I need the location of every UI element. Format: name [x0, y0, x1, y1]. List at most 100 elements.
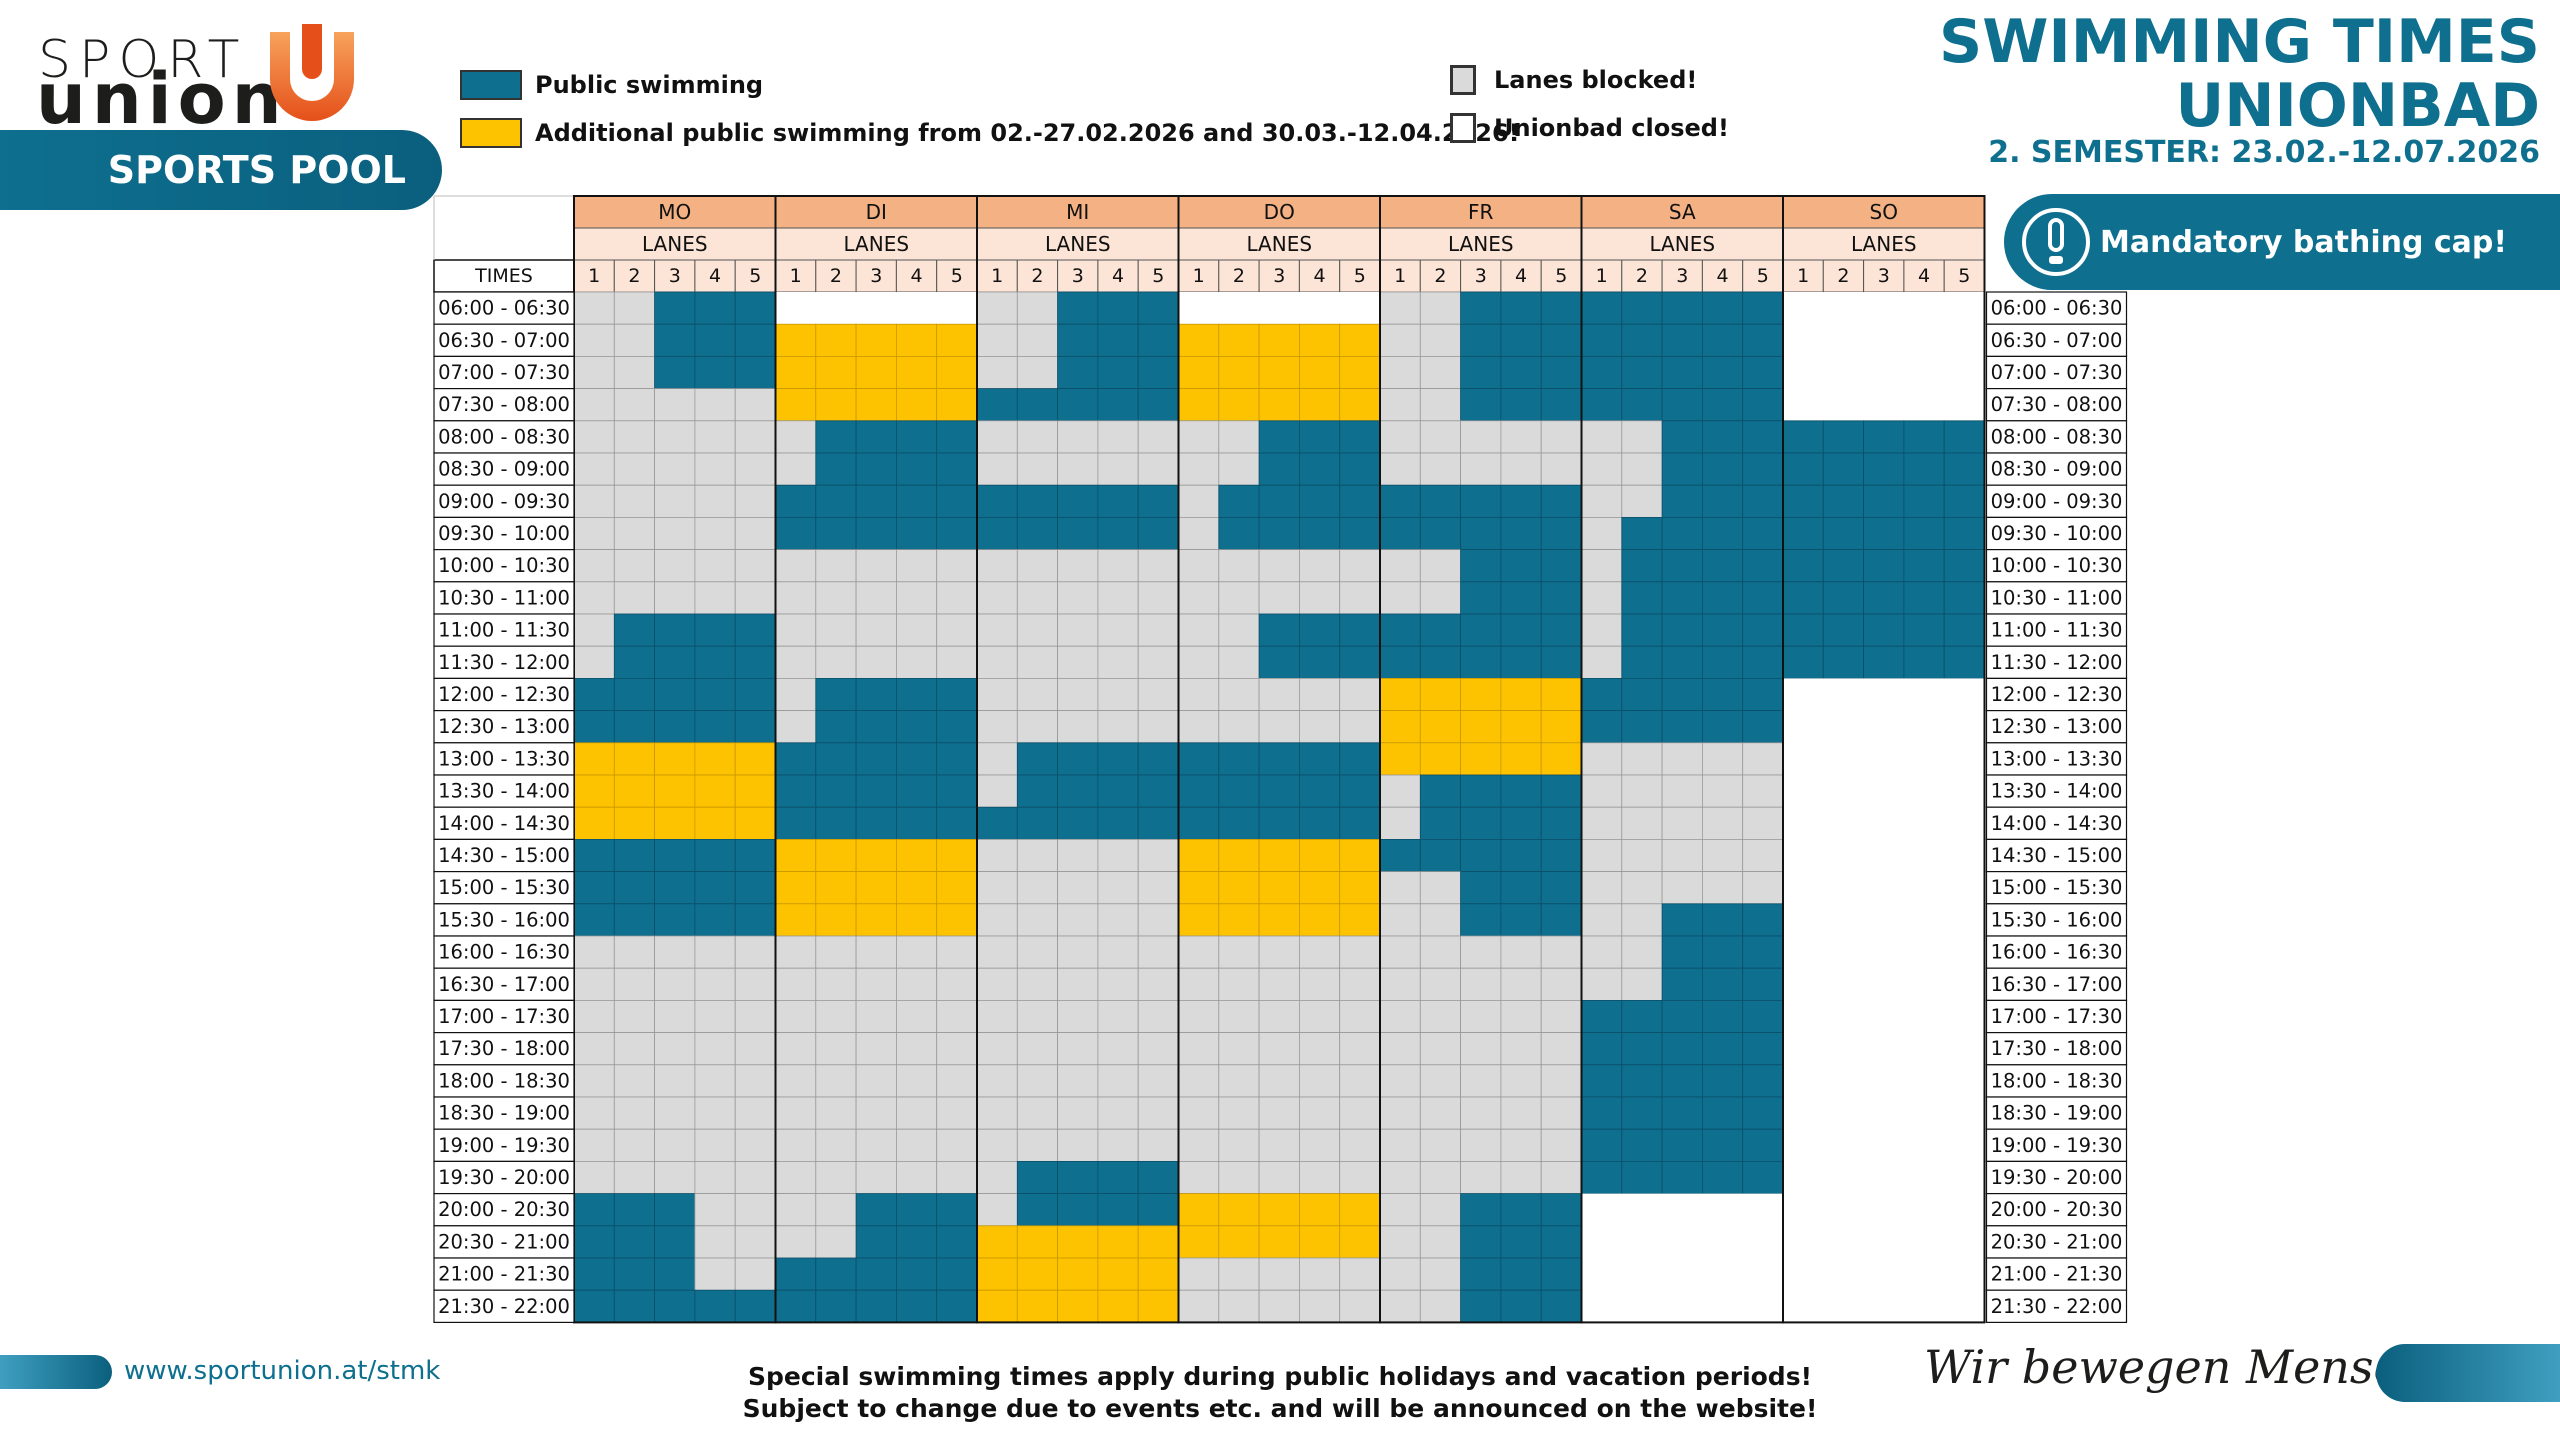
time-label-right: 20:00 - 20:30 — [1991, 1198, 2123, 1221]
slot-di-25-lane-2 — [815, 1096, 857, 1130]
slot-fr-10-lane-4 — [1500, 613, 1542, 647]
slot-di-22-lane-1 — [775, 1000, 817, 1034]
slot-di-26-lane-3 — [855, 1128, 897, 1162]
slot-mi-15-lane-5 — [1137, 774, 1179, 808]
slot-so-2-lane-3 — [1863, 356, 1904, 389]
slot-do-8-lane-3 — [1258, 549, 1300, 583]
slot-fr-24-lane-3 — [1460, 1064, 1502, 1098]
slot-do-19-lane-1 — [1178, 903, 1220, 937]
slot-mi-4-lane-4 — [1097, 420, 1139, 454]
slot-mi-19-lane-3 — [1057, 903, 1099, 937]
slot-so-5-lane-4 — [1903, 452, 1945, 486]
slot-mo-1-lane-4 — [694, 323, 736, 357]
slot-do-1-lane-4 — [1299, 323, 1341, 357]
slot-fr-15-lane-1 — [1379, 774, 1421, 808]
slot-mo-26-lane-1 — [573, 1128, 615, 1162]
slot-mi-21-lane-2 — [1016, 967, 1058, 1001]
slot-mo-6-lane-5 — [734, 484, 776, 518]
slot-di-19-lane-5 — [936, 903, 978, 937]
time-label-right: 17:00 - 17:30 — [1991, 1005, 2123, 1028]
slot-do-9-lane-5 — [1339, 581, 1381, 615]
slot-mi-28-lane-5 — [1137, 1193, 1179, 1227]
slot-sa-21-lane-3 — [1661, 967, 1703, 1001]
slot-fr-19-lane-1 — [1379, 903, 1421, 937]
slot-sa-22-lane-5 — [1742, 1000, 1784, 1034]
slot-di-26-lane-5 — [936, 1128, 978, 1162]
slot-di-2-lane-1 — [775, 355, 817, 389]
slot-mo-21-lane-4 — [694, 967, 736, 1001]
slot-di-6-lane-3 — [855, 484, 897, 518]
slot-do-6-lane-4 — [1299, 484, 1341, 518]
lane-number-cell — [1701, 259, 1744, 293]
slot-fr-0-lane-3 — [1460, 291, 1502, 325]
slot-mo-30-lane-2 — [613, 1257, 655, 1291]
slot-do-0-lane-2 — [1218, 292, 1260, 325]
time-cell-left — [433, 1031, 575, 1066]
time-label-right: 13:30 - 14:00 — [1991, 780, 2123, 803]
slot-do-28-lane-1 — [1178, 1193, 1220, 1227]
slot-mi-26-lane-1 — [976, 1128, 1018, 1162]
slot-mo-10-lane-4 — [694, 613, 736, 647]
slot-di-3-lane-5 — [936, 388, 978, 422]
time-cell-left — [433, 355, 575, 390]
slot-sa-16-lane-5 — [1742, 806, 1784, 840]
slot-di-18-lane-5 — [936, 871, 978, 905]
time-label-left: 14:00 - 14:30 — [438, 812, 570, 835]
slot-fr-10-lane-2 — [1419, 613, 1462, 647]
slot-di-4-lane-5 — [936, 420, 978, 454]
slot-fr-16-lane-5 — [1540, 806, 1582, 840]
slot-do-26-lane-4 — [1299, 1128, 1341, 1162]
slot-mi-29-lane-3 — [1057, 1225, 1099, 1259]
slot-di-16-lane-2 — [815, 806, 857, 840]
time-label-right: 09:00 - 09:30 — [1991, 490, 2123, 513]
slot-fr-26-lane-1 — [1379, 1128, 1421, 1162]
slot-fr-18-lane-2 — [1419, 871, 1462, 905]
time-cell-left — [433, 645, 575, 680]
slot-sa-11-lane-3 — [1661, 645, 1703, 679]
slot-mo-26-lane-5 — [734, 1128, 776, 1162]
slot-di-20-lane-2 — [815, 935, 857, 969]
slot-sa-5-lane-4 — [1702, 452, 1744, 486]
slot-mo-17-lane-3 — [654, 839, 696, 873]
slot-fr-12-lane-5 — [1540, 678, 1582, 712]
slot-so-29-lane-2 — [1823, 1225, 1864, 1258]
slot-so-31-lane-5 — [1944, 1290, 1985, 1323]
slot-di-27-lane-2 — [815, 1161, 857, 1195]
slot-di-11-lane-1 — [775, 645, 817, 679]
slot-so-0-lane-1 — [1783, 292, 1824, 325]
slot-do-10-lane-5 — [1339, 613, 1381, 647]
slot-sa-5-lane-5 — [1742, 452, 1784, 486]
slot-sa-24-lane-1 — [1581, 1064, 1623, 1098]
slot-so-26-lane-3 — [1863, 1129, 1904, 1162]
slot-so-23-lane-3 — [1863, 1032, 1904, 1065]
slot-fr-10-lane-1 — [1379, 613, 1421, 647]
slot-sa-13-lane-5 — [1742, 710, 1784, 744]
lane-number-2: 2 — [1031, 265, 1043, 287]
slot-sa-17-lane-2 — [1621, 839, 1663, 873]
lane-number-4: 4 — [1717, 265, 1729, 287]
slot-mi-3-lane-5 — [1137, 388, 1179, 422]
slot-di-4-lane-4 — [896, 420, 938, 454]
slot-so-1-lane-5 — [1944, 324, 1985, 357]
slot-mi-14-lane-4 — [1097, 742, 1139, 776]
slot-mi-17-lane-1 — [976, 839, 1018, 873]
slot-di-29-lane-1 — [775, 1225, 817, 1259]
slot-sa-12-lane-2 — [1621, 678, 1663, 712]
slot-mo-4-lane-4 — [694, 420, 736, 454]
slot-fr-4-lane-2 — [1419, 420, 1462, 454]
slot-di-13-lane-3 — [855, 710, 897, 744]
time-cell-left — [433, 1128, 575, 1162]
lane-number-cell — [1903, 259, 1945, 293]
slot-do-22-lane-4 — [1299, 1000, 1341, 1034]
lane-number-5: 5 — [1958, 265, 1970, 287]
slot-fr-18-lane-5 — [1540, 871, 1582, 905]
slot-so-5-lane-2 — [1822, 452, 1865, 486]
slot-sa-19-lane-2 — [1621, 903, 1663, 937]
slot-mi-1-lane-1 — [976, 323, 1018, 357]
slot-do-5-lane-5 — [1339, 452, 1381, 486]
slot-di-16-lane-5 — [936, 806, 978, 840]
slot-mi-16-lane-1 — [976, 806, 1018, 840]
slot-so-12-lane-2 — [1823, 678, 1864, 711]
footer-website-link[interactable]: www.sportunion.at/stmk — [124, 1356, 441, 1386]
slot-so-16-lane-2 — [1823, 807, 1864, 840]
